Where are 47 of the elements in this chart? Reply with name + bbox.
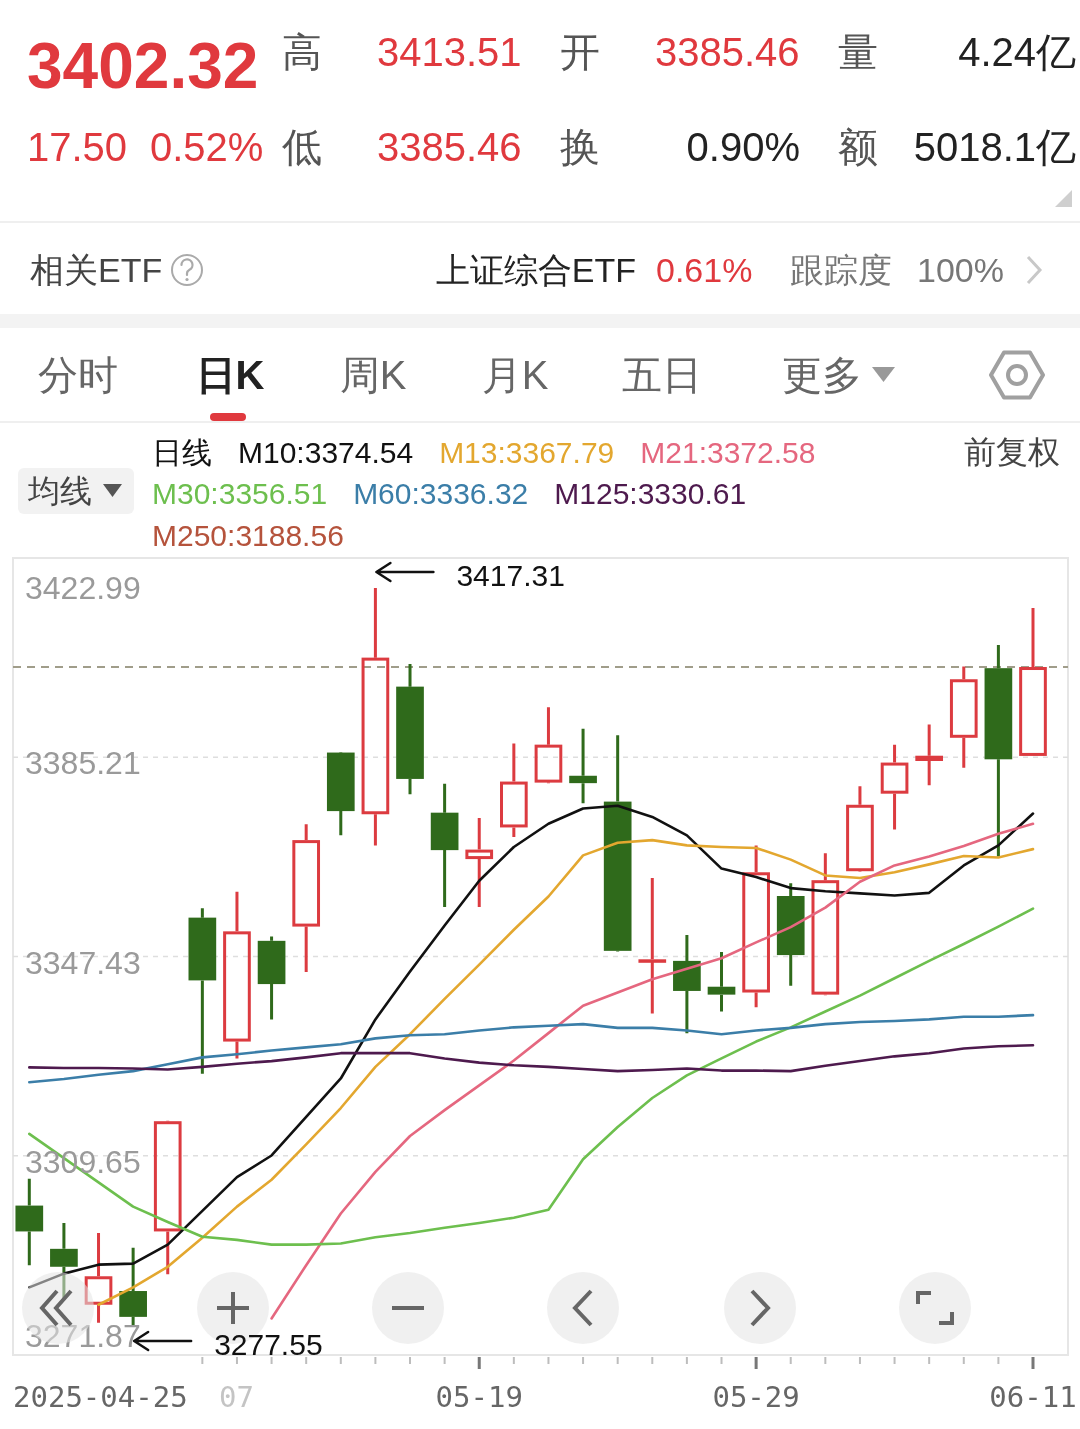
- text: M21:3372.58: [640, 435, 816, 469]
- text: 均线: [27, 473, 92, 509]
- text: 5018.1亿: [913, 125, 1076, 169]
- text: 开: [560, 30, 600, 74]
- text: 3385.46: [377, 125, 522, 169]
- x-tick-label: 05-19: [435, 1380, 523, 1414]
- text: 0.90%: [686, 125, 800, 169]
- y-tick-label: 3271.87: [25, 1318, 141, 1354]
- text: 3413.51: [377, 30, 522, 74]
- text: 月K: [481, 353, 549, 397]
- text: 额: [838, 125, 878, 169]
- text: 前复权: [964, 434, 1060, 470]
- text: 4.24亿: [958, 30, 1076, 74]
- y-tick-label: 3385.21: [25, 745, 141, 782]
- x-tick-label: 05-29: [712, 1380, 800, 1414]
- y-tick-label: 3422.99: [25, 570, 141, 606]
- text: 3385.46: [655, 30, 800, 74]
- annotation: 3417.31: [456, 558, 565, 592]
- text: 五日: [622, 353, 702, 397]
- text: 17.50: [27, 125, 128, 169]
- text: M30:3356.51: [152, 476, 328, 510]
- x-tick-label: 06-11: [989, 1380, 1077, 1414]
- text: 上证综合ETF: [435, 251, 636, 289]
- text: M125:3330.61: [554, 476, 747, 510]
- text: 高: [282, 30, 322, 74]
- text: 日K: [195, 353, 265, 397]
- text: 量: [838, 30, 878, 74]
- text: 换: [560, 125, 600, 169]
- text: 跟踪度: [790, 251, 892, 289]
- text: M13:3367.79: [439, 435, 615, 469]
- text: M60:3336.32: [353, 476, 529, 510]
- text: 07: [219, 1380, 254, 1414]
- text: 周K: [339, 353, 407, 397]
- text: 更多: [782, 353, 862, 397]
- legend-title: 日线: [152, 435, 212, 469]
- text: 2025-04-25: [13, 1380, 188, 1414]
- text: 0.52%: [150, 125, 264, 169]
- legend-label: M250:3188.56: [152, 518, 344, 552]
- text: 0.61%: [656, 251, 753, 289]
- text: M10:3374.54: [238, 435, 414, 469]
- annotation: 3277.55: [214, 1327, 323, 1361]
- text: 低: [282, 125, 322, 169]
- text: 分时: [38, 353, 118, 397]
- text: 100%: [917, 251, 1004, 289]
- text: 3402.32: [27, 30, 259, 102]
- y-tick-label: 3347.43: [25, 944, 141, 981]
- text: 相关ETF: [30, 251, 163, 289]
